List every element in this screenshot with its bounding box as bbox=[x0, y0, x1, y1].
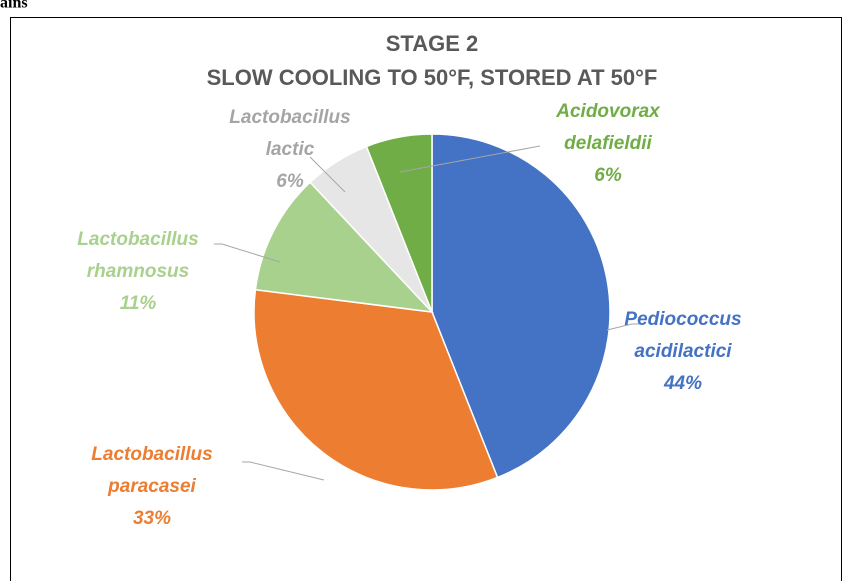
data-label-line: lactic bbox=[266, 139, 315, 160]
pie-slice bbox=[431, 133, 611, 479]
leader-line bbox=[309, 156, 346, 193]
data-label: Lactobacillus rhamnosus bbox=[77, 229, 198, 282]
data-label: Pediococcus acidilactici bbox=[624, 309, 741, 362]
data-label: Acidovorax delafieldii bbox=[555, 101, 661, 154]
value-label: 44% bbox=[663, 373, 702, 394]
data-label-line: rhamnosus bbox=[87, 261, 189, 282]
chart-frame bbox=[10, 17, 842, 581]
chart-subtitle: SLOW COOLING TO 50°F, STORED AT 50°F bbox=[207, 65, 658, 90]
value-label: 11% bbox=[120, 293, 157, 314]
leader-line bbox=[242, 461, 325, 481]
data-label: Lactobacillus paracasei bbox=[91, 444, 212, 497]
pie-slice bbox=[253, 288, 499, 491]
page-fragment: ains bbox=[0, 0, 28, 12]
value-label: 6% bbox=[276, 171, 304, 192]
value-label: 6% bbox=[594, 165, 622, 186]
leader-line bbox=[214, 243, 281, 263]
leader-line bbox=[399, 145, 541, 173]
data-label-line: paracasei bbox=[107, 476, 196, 497]
data-label-line: delafieldii bbox=[564, 133, 652, 154]
data-label-line: Lactobacillus bbox=[77, 229, 198, 250]
chart-title: STAGE 2 bbox=[386, 31, 479, 56]
data-label-line: Lactobacillus bbox=[91, 444, 212, 465]
data-label: Lactobacillus lactic bbox=[229, 107, 350, 160]
leader-line bbox=[606, 323, 640, 331]
data-label-line: acidilactici bbox=[634, 341, 732, 362]
pie-slice bbox=[365, 133, 433, 313]
pie-slice bbox=[254, 181, 434, 314]
data-label-line: Acidovorax bbox=[555, 101, 661, 122]
value-label: 33% bbox=[133, 508, 171, 529]
data-label-line: Lactobacillus bbox=[229, 107, 350, 128]
data-label-line: Pediococcus bbox=[624, 309, 741, 330]
